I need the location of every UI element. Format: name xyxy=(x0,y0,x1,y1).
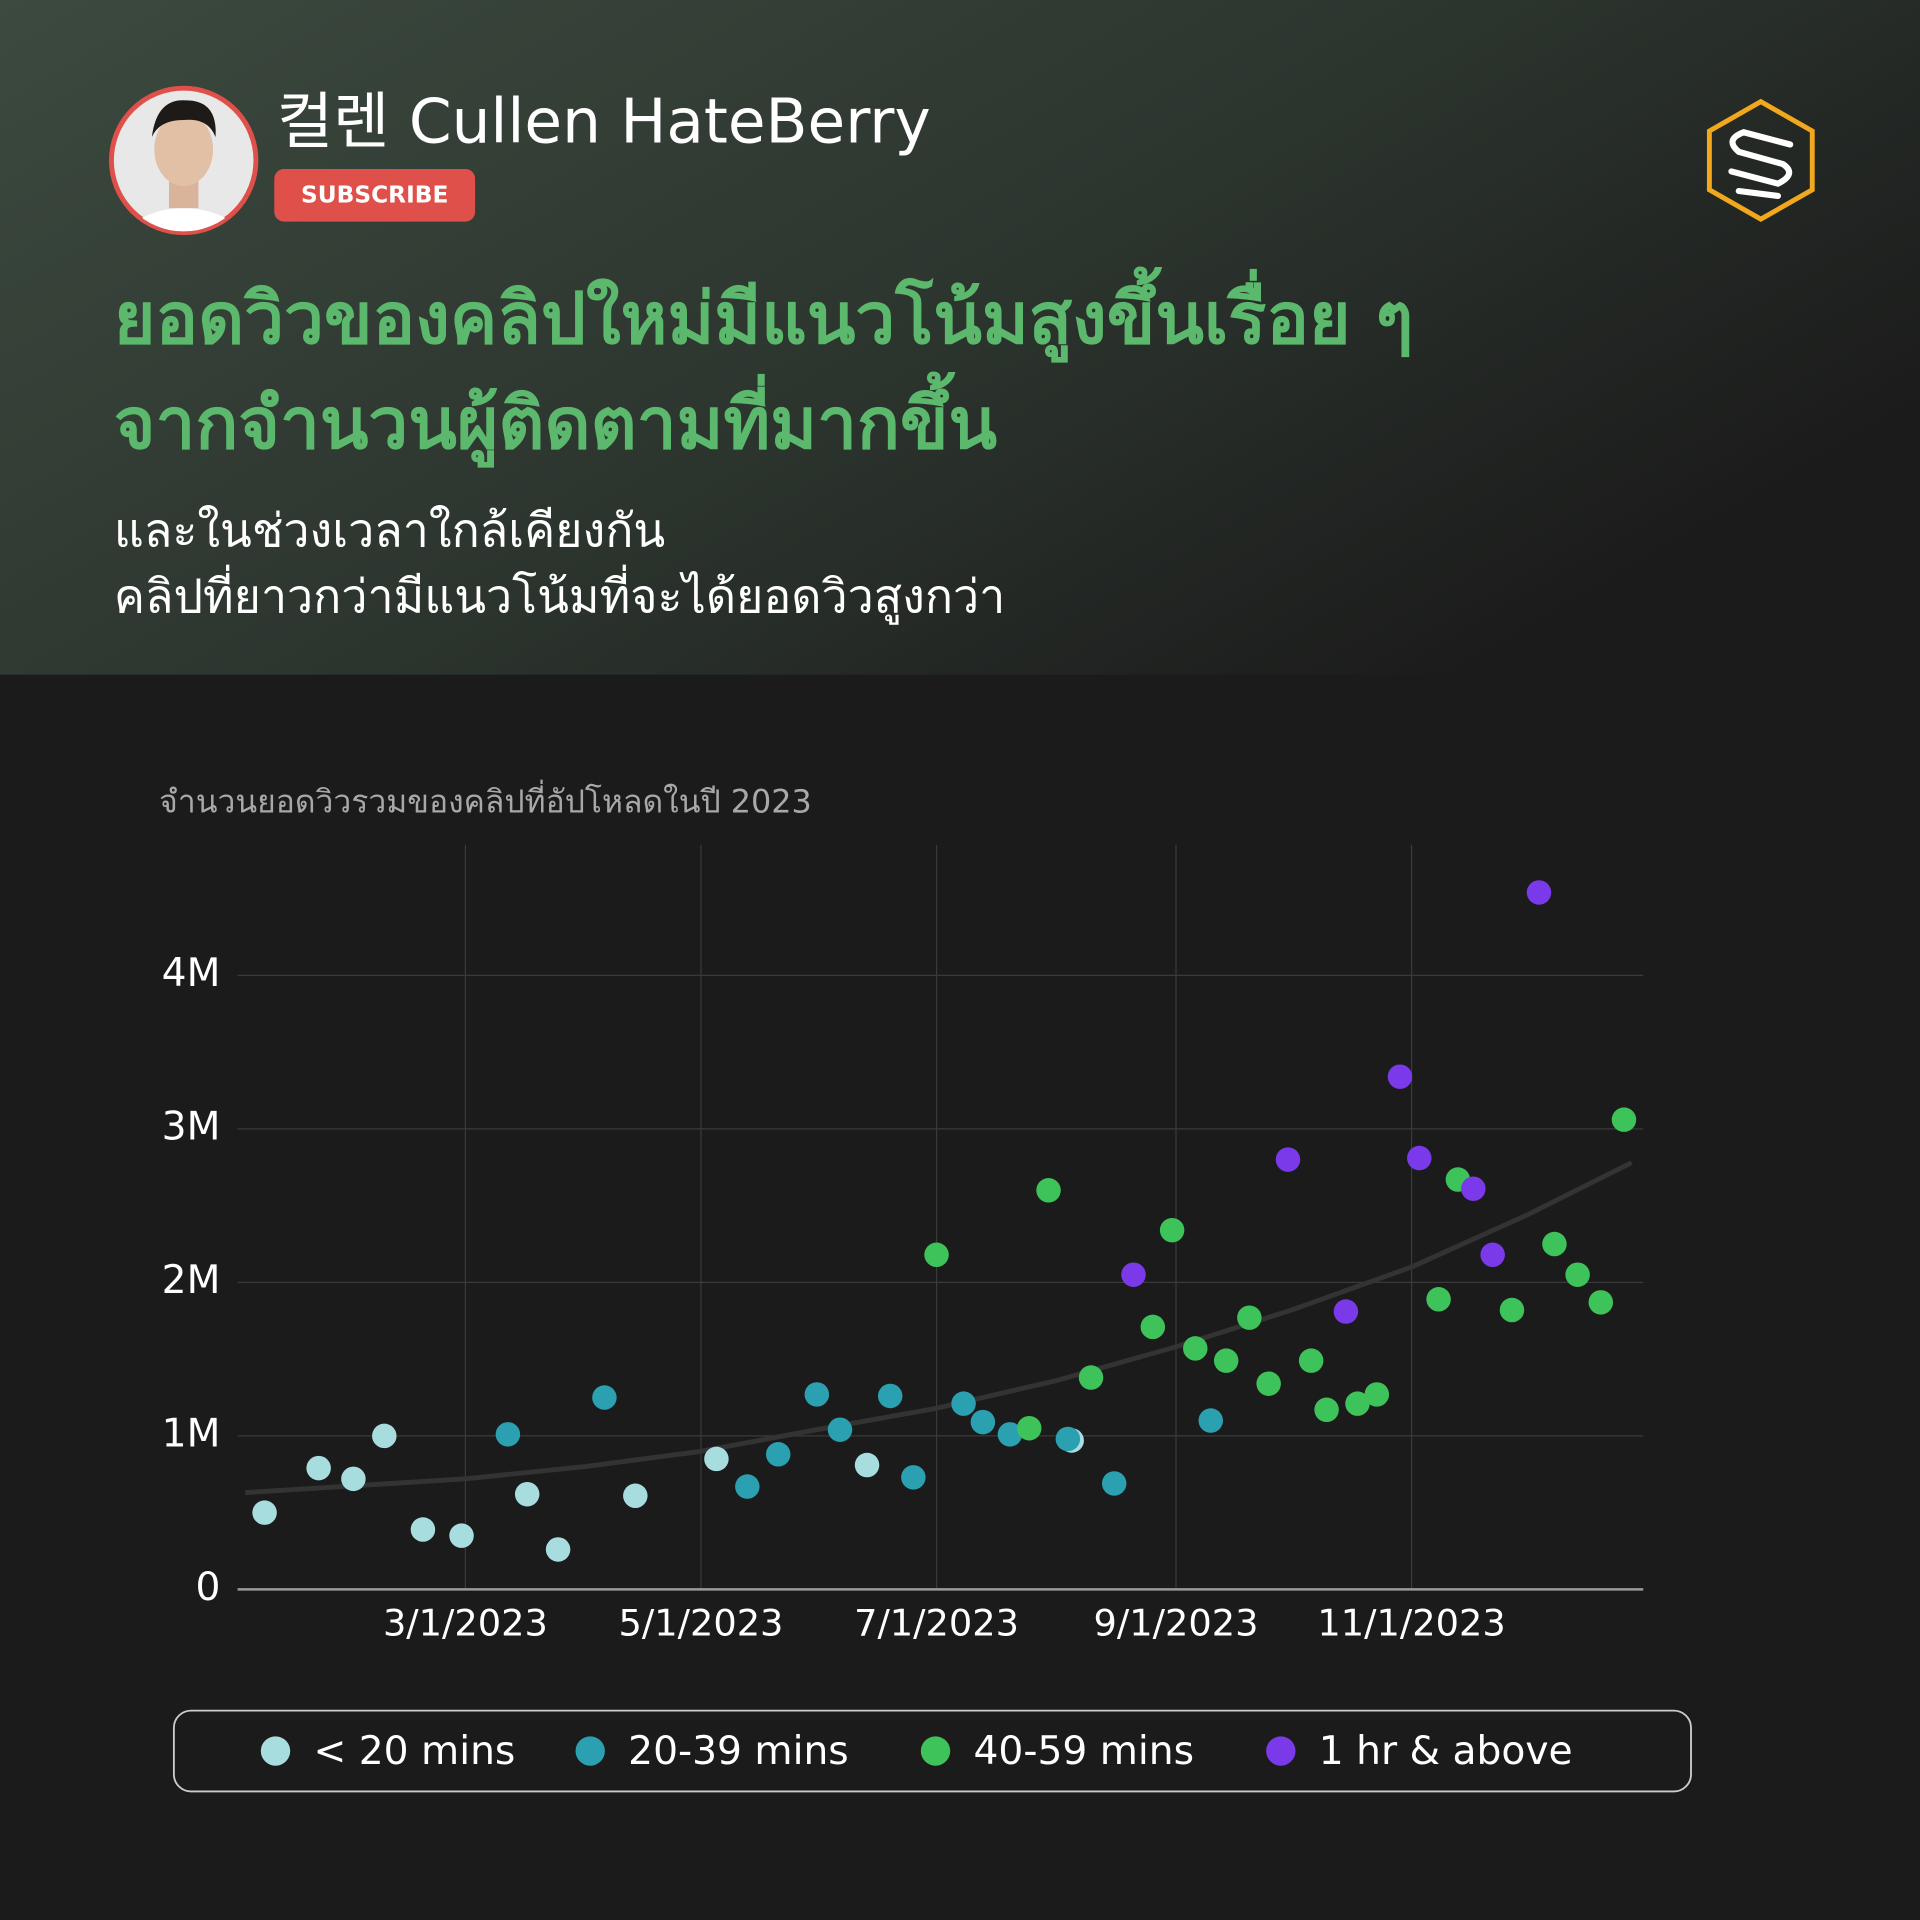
data-point xyxy=(514,1481,540,1507)
x-tick-label: 7/1/2023 xyxy=(854,1601,1019,1644)
data-point xyxy=(970,1409,996,1435)
data-point xyxy=(545,1537,571,1562)
x-tick-label: 5/1/2023 xyxy=(619,1601,784,1644)
data-point xyxy=(765,1442,791,1467)
avatar xyxy=(108,85,259,236)
legend-marker xyxy=(920,1736,951,1766)
data-point xyxy=(623,1483,648,1508)
data-point xyxy=(1036,1178,1061,1203)
legend-box xyxy=(172,1709,1692,1793)
data-point xyxy=(341,1466,366,1492)
data-point xyxy=(1256,1371,1281,1396)
data-point xyxy=(1140,1314,1166,1340)
data-point xyxy=(1588,1290,1614,1315)
data-point xyxy=(495,1422,521,1447)
data-point xyxy=(1121,1262,1146,1287)
data-point xyxy=(1542,1231,1567,1257)
x-tick-label: 11/1/2023 xyxy=(1317,1601,1505,1644)
data-point xyxy=(1101,1471,1127,1496)
data-point xyxy=(1345,1391,1370,1416)
data-point xyxy=(1237,1305,1262,1330)
data-point xyxy=(1364,1382,1390,1407)
legend-label: 20-39 mins xyxy=(628,1729,849,1774)
data-point xyxy=(1333,1299,1359,1324)
data-point xyxy=(901,1465,926,1490)
header-background xyxy=(0,0,1920,675)
legend-marker xyxy=(575,1736,605,1766)
data-point xyxy=(1526,880,1552,905)
subtitle: คลิปที่ยาวกว่ามีแนวโน้มที่จะได้ยอดวิวสูง… xyxy=(114,565,1005,626)
data-point xyxy=(1016,1415,1042,1441)
data-point xyxy=(1183,1336,1208,1361)
data-point xyxy=(1499,1297,1525,1323)
data-point xyxy=(252,1500,277,1525)
y-tick-label: 0 xyxy=(195,1565,220,1610)
data-point xyxy=(1198,1408,1223,1433)
data-point xyxy=(1565,1262,1590,1287)
plot: 0 1M 2M 3M 4M 3/1/2023 5/1/2023 7/1/2023 9/1/202… xyxy=(162,844,1644,1774)
headline: จากจำนวนผู้ติดตามที่มากขึ้น xyxy=(114,371,997,468)
data-point xyxy=(1298,1348,1324,1373)
chart-title: จำนวนยอดวิวรวมของคลิปที่อัปโหลดในปี 2023 xyxy=(159,779,812,820)
data-point xyxy=(1078,1365,1104,1390)
data-point xyxy=(735,1474,760,1499)
legend-label: 40-59 mins xyxy=(973,1729,1194,1774)
data-point xyxy=(1611,1107,1637,1132)
y-tick-label: 2M xyxy=(162,1258,221,1303)
data-point xyxy=(997,1422,1023,1447)
channel-name: 컬렌 Cullen HateBerry xyxy=(277,87,931,158)
subscribe-button[interactable]: SUBSCRIBE xyxy=(274,168,476,222)
data-point xyxy=(804,1382,830,1407)
data-point xyxy=(1426,1287,1451,1312)
data-point xyxy=(410,1517,436,1542)
data-point xyxy=(449,1523,474,1548)
data-point xyxy=(1275,1147,1301,1172)
data-point xyxy=(1480,1242,1505,1267)
headline: ยอดวิวของคลิปใหม่มีแนวโน้มสูงขึ้นเรื่อย … xyxy=(114,266,1414,363)
data-point xyxy=(1461,1176,1486,1201)
legend-marker xyxy=(1266,1736,1296,1766)
data-point xyxy=(877,1383,903,1409)
y-tick-label: 1M xyxy=(162,1411,221,1456)
data-point xyxy=(704,1446,729,1472)
x-tick-label: 9/1/2023 xyxy=(1094,1601,1259,1644)
data-point xyxy=(1407,1145,1432,1171)
data-point xyxy=(1314,1397,1339,1423)
legend-marker xyxy=(260,1736,291,1766)
subscribe-label[interactable]: SUBSCRIBE xyxy=(301,181,448,208)
data-point xyxy=(924,1242,949,1267)
logo xyxy=(1706,98,1815,223)
y-tick-label: 4M xyxy=(162,951,221,996)
subtitle: และในช่วงเวลาใกล้เคียงกัน xyxy=(114,503,665,557)
legend-label: < 20 mins xyxy=(313,1729,515,1774)
legend-label: 1 hr & above xyxy=(1319,1729,1573,1774)
data-point xyxy=(592,1385,617,1410)
data-point xyxy=(951,1391,976,1416)
data-point xyxy=(372,1423,397,1449)
data-point xyxy=(1213,1348,1239,1373)
data-point xyxy=(1055,1426,1081,1452)
data-point xyxy=(306,1455,331,1481)
y-tick-label: 3M xyxy=(162,1104,221,1149)
data-point xyxy=(854,1452,880,1478)
data-point xyxy=(1159,1217,1185,1243)
data-point xyxy=(1387,1064,1413,1089)
x-tick-label: 3/1/2023 xyxy=(383,1601,548,1644)
trend-line xyxy=(245,1160,1633,1496)
data-point xyxy=(827,1417,853,1442)
